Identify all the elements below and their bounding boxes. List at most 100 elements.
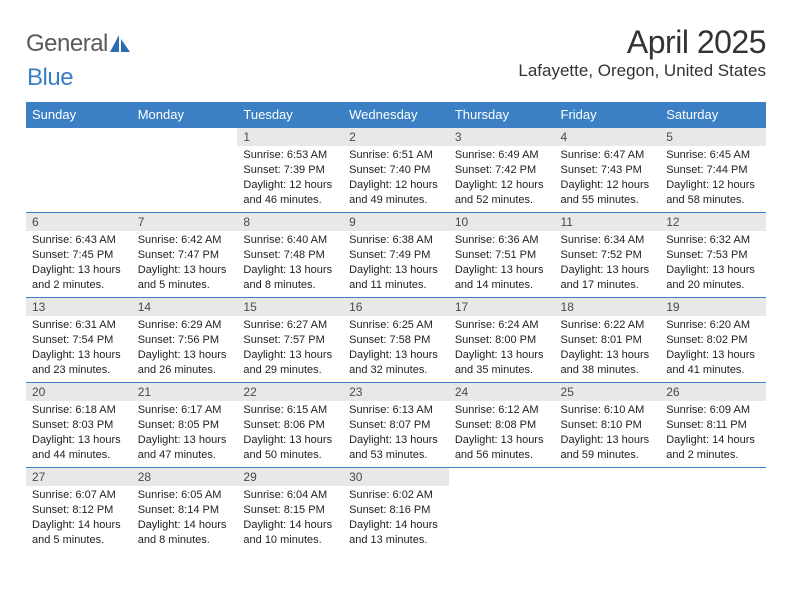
day-number: 13 [26,298,132,316]
day-number: 30 [343,468,449,486]
day-body: Sunrise: 6:17 AMSunset: 8:05 PMDaylight:… [132,401,238,466]
calendar-cell: 8Sunrise: 6:40 AMSunset: 7:48 PMDaylight… [237,213,343,298]
calendar-cell: 15Sunrise: 6:27 AMSunset: 7:57 PMDayligh… [237,298,343,383]
day-body: Sunrise: 6:29 AMSunset: 7:56 PMDaylight:… [132,316,238,381]
day-number: 19 [660,298,766,316]
day-number: 15 [237,298,343,316]
title-block: April 2025 Lafayette, Oregon, United Sta… [518,24,766,81]
day-body: Sunrise: 6:31 AMSunset: 7:54 PMDaylight:… [26,316,132,381]
calendar-cell: 21Sunrise: 6:17 AMSunset: 8:05 PMDayligh… [132,383,238,468]
calendar-cell: 24Sunrise: 6:12 AMSunset: 8:08 PMDayligh… [449,383,555,468]
day-body: Sunrise: 6:42 AMSunset: 7:47 PMDaylight:… [132,231,238,296]
logo-text-general: General [26,30,108,58]
calendar-cell: 26Sunrise: 6:09 AMSunset: 8:11 PMDayligh… [660,383,766,468]
day-number: 8 [237,213,343,231]
sail-icon [110,35,130,53]
day-body: Sunrise: 6:18 AMSunset: 8:03 PMDaylight:… [26,401,132,466]
calendar-cell: 4Sunrise: 6:47 AMSunset: 7:43 PMDaylight… [555,128,661,213]
day-body: Sunrise: 6:12 AMSunset: 8:08 PMDaylight:… [449,401,555,466]
day-body: Sunrise: 6:34 AMSunset: 7:52 PMDaylight:… [555,231,661,296]
day-number: 18 [555,298,661,316]
calendar-table: Sunday Monday Tuesday Wednesday Thursday… [26,102,766,553]
calendar-cell: .. [555,468,661,553]
day-body: Sunrise: 6:07 AMSunset: 8:12 PMDaylight:… [26,486,132,551]
day-body: Sunrise: 6:27 AMSunset: 7:57 PMDaylight:… [237,316,343,381]
day-number: 17 [449,298,555,316]
day-body: Sunrise: 6:04 AMSunset: 8:15 PMDaylight:… [237,486,343,551]
day-body: Sunrise: 6:15 AMSunset: 8:06 PMDaylight:… [237,401,343,466]
weekday-header: Tuesday [237,102,343,128]
day-body: Sunrise: 6:20 AMSunset: 8:02 PMDaylight:… [660,316,766,381]
day-body: Sunrise: 6:05 AMSunset: 8:14 PMDaylight:… [132,486,238,551]
day-number: 25 [555,383,661,401]
calendar-cell: 28Sunrise: 6:05 AMSunset: 8:14 PMDayligh… [132,468,238,553]
day-number: 2 [343,128,449,146]
calendar-cell: 23Sunrise: 6:13 AMSunset: 8:07 PMDayligh… [343,383,449,468]
weekday-header-row: Sunday Monday Tuesday Wednesday Thursday… [26,102,766,128]
day-number: 1 [237,128,343,146]
calendar-row: 20Sunrise: 6:18 AMSunset: 8:03 PMDayligh… [26,383,766,468]
day-number: 24 [449,383,555,401]
weekday-header: Monday [132,102,238,128]
day-number: 14 [132,298,238,316]
month-title: April 2025 [518,24,766,61]
day-number: 3 [449,128,555,146]
day-body: Sunrise: 6:43 AMSunset: 7:45 PMDaylight:… [26,231,132,296]
day-number: 7 [132,213,238,231]
calendar-cell: 10Sunrise: 6:36 AMSunset: 7:51 PMDayligh… [449,213,555,298]
calendar-cell: .. [449,468,555,553]
weekday-header: Wednesday [343,102,449,128]
calendar-row: ....1Sunrise: 6:53 AMSunset: 7:39 PMDayl… [26,128,766,213]
day-body: Sunrise: 6:45 AMSunset: 7:44 PMDaylight:… [660,146,766,211]
calendar-cell: 18Sunrise: 6:22 AMSunset: 8:01 PMDayligh… [555,298,661,383]
calendar-cell: 29Sunrise: 6:04 AMSunset: 8:15 PMDayligh… [237,468,343,553]
day-number: 6 [26,213,132,231]
day-number: 23 [343,383,449,401]
day-number: 21 [132,383,238,401]
day-body: Sunrise: 6:22 AMSunset: 8:01 PMDaylight:… [555,316,661,381]
calendar-cell: 12Sunrise: 6:32 AMSunset: 7:53 PMDayligh… [660,213,766,298]
weekday-header: Thursday [449,102,555,128]
day-body: Sunrise: 6:32 AMSunset: 7:53 PMDaylight:… [660,231,766,296]
header: General Blue April 2025 Lafayette, Orego… [26,24,766,92]
calendar-row: 13Sunrise: 6:31 AMSunset: 7:54 PMDayligh… [26,298,766,383]
calendar-cell: 1Sunrise: 6:53 AMSunset: 7:39 PMDaylight… [237,128,343,213]
calendar-cell: 9Sunrise: 6:38 AMSunset: 7:49 PMDaylight… [343,213,449,298]
day-body: Sunrise: 6:02 AMSunset: 8:16 PMDaylight:… [343,486,449,551]
calendar-cell: 22Sunrise: 6:15 AMSunset: 8:06 PMDayligh… [237,383,343,468]
calendar-body: .... 1Sunrise: 6:53 AMSunset: 7:39 PMDayl… [26,128,766,553]
day-number: 22 [237,383,343,401]
calendar-cell: 2Sunrise: 6:51 AMSunset: 7:40 PMDaylight… [343,128,449,213]
logo-text-blue: Blue [27,64,73,92]
day-number: 4 [555,128,661,146]
weekday-header: Friday [555,102,661,128]
day-number: 9 [343,213,449,231]
calendar-cell: .. [26,128,132,213]
day-body: Sunrise: 6:10 AMSunset: 8:10 PMDaylight:… [555,401,661,466]
calendar-cell: 6Sunrise: 6:43 AMSunset: 7:45 PMDaylight… [26,213,132,298]
day-number: 16 [343,298,449,316]
day-number: 5 [660,128,766,146]
day-body: Sunrise: 6:47 AMSunset: 7:43 PMDaylight:… [555,146,661,211]
location: Lafayette, Oregon, United States [518,61,766,81]
day-number: 10 [449,213,555,231]
day-body: Sunrise: 6:36 AMSunset: 7:51 PMDaylight:… [449,231,555,296]
day-number: 12 [660,213,766,231]
weekday-header: Sunday [26,102,132,128]
calendar-cell: 17Sunrise: 6:24 AMSunset: 8:00 PMDayligh… [449,298,555,383]
day-body: Sunrise: 6:24 AMSunset: 8:00 PMDaylight:… [449,316,555,381]
calendar-cell: 5Sunrise: 6:45 AMSunset: 7:44 PMDaylight… [660,128,766,213]
calendar-cell: 25Sunrise: 6:10 AMSunset: 8:10 PMDayligh… [555,383,661,468]
calendar-cell: 11Sunrise: 6:34 AMSunset: 7:52 PMDayligh… [555,213,661,298]
day-number: 28 [132,468,238,486]
calendar-row: 27Sunrise: 6:07 AMSunset: 8:12 PMDayligh… [26,468,766,553]
weekday-header: Saturday [660,102,766,128]
day-number: 27 [26,468,132,486]
day-body: Sunrise: 6:49 AMSunset: 7:42 PMDaylight:… [449,146,555,211]
day-body: Sunrise: 6:09 AMSunset: 8:11 PMDaylight:… [660,401,766,466]
calendar-cell: 20Sunrise: 6:18 AMSunset: 8:03 PMDayligh… [26,383,132,468]
day-number: 11 [555,213,661,231]
calendar-cell: 3Sunrise: 6:49 AMSunset: 7:42 PMDaylight… [449,128,555,213]
day-body: Sunrise: 6:51 AMSunset: 7:40 PMDaylight:… [343,146,449,211]
page: General Blue April 2025 Lafayette, Orego… [0,0,792,553]
